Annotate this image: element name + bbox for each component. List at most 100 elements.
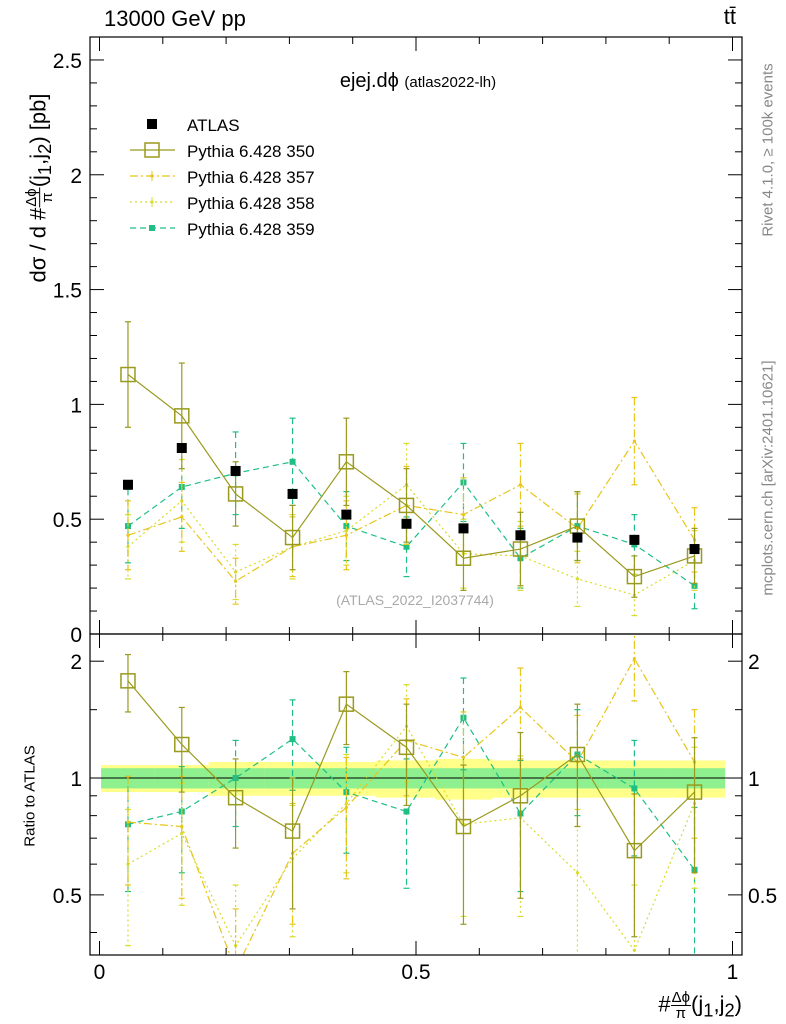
atlas-data-point [572, 532, 583, 543]
xlabel-frac-den: π [675, 1005, 687, 1022]
xtick-label: 0.5 [401, 961, 430, 984]
ratio-point-pythia-6-428-350 [284, 823, 301, 839]
main-ytick-label: 2.5 [53, 50, 82, 73]
main-point-pythia-6-428-358 [126, 545, 130, 549]
main-point-pythia-6-428-357 [233, 579, 238, 583]
ylabel-jet-open: (j [25, 175, 51, 188]
ratio-ytick-label: 2 [70, 651, 82, 674]
ratio-point-pythia-6-428-359 [289, 736, 296, 743]
xlabel-frac-num: Δϕ [670, 989, 692, 1006]
legend-marker [144, 142, 160, 158]
main-panel-content [120, 321, 703, 617]
ratio-point-pythia-6-428-358 [344, 801, 348, 806]
ratio-point-pythia-6-428-357 [180, 824, 184, 829]
ratio-panel-content [90, 634, 742, 972]
ylabel-frac-num: Δϕ [23, 187, 41, 208]
ratio-point-pythia-6-428-350 [512, 788, 529, 804]
main-point-pythia-6-428-357 [126, 533, 130, 537]
main-point-pythia-6-428-350 [398, 497, 415, 514]
main-point-pythia-6-428-357 [180, 515, 184, 519]
ratio-point-pythia-6-428-357 [126, 820, 130, 824]
mcplots-source-label: mcplots.cern.ch [arXiv:2401.10621] [759, 360, 777, 596]
atlas-data-point [515, 530, 526, 541]
main-ytick-label: 2 [70, 165, 82, 188]
process-label: tt̄ [723, 4, 736, 29]
main-point-pythia-6-428-357 [344, 533, 348, 537]
legend-label: Pythia 6.428 359 [187, 220, 315, 239]
main-line-pythia-6-428-359 [127, 461, 695, 587]
ratio-point-pythia-6-428-357 [632, 657, 636, 661]
main-point-pythia-6-428-359 [343, 523, 350, 530]
legend-label: Pythia 6.428 357 [187, 168, 315, 187]
ratio-ytick-label: 1 [70, 768, 82, 791]
atlas-data-point [287, 488, 298, 499]
plot-title-sub: (atlas2022-lh) [404, 74, 497, 91]
main-ytick-label: 0.5 [53, 509, 82, 532]
main-point-pythia-6-428-350 [626, 568, 643, 585]
main-line-pythia-6-428-357 [127, 439, 696, 582]
main-ytick-label: 1.5 [53, 280, 82, 303]
ratio-point-pythia-6-428-359 [631, 785, 638, 792]
ratio-point-pythia-6-428-350 [686, 784, 703, 800]
y-axis-label-main: dσ / d # Δϕ π (j1,j2) [pb] [23, 93, 57, 283]
x-axis-label: # Δϕ π (j1,j2) [658, 989, 742, 1022]
ratio-line-pythia-6-428-359 [127, 716, 696, 871]
ratio-point-pythia-6-428-359 [124, 821, 131, 828]
xlabel-close: ) [734, 991, 742, 1017]
ylabel-sub2: 2 [33, 143, 55, 154]
ratio-point-pythia-6-428-357 [461, 755, 466, 760]
energy-label: 13000 GeV pp [104, 6, 246, 31]
ratio-point-pythia-6-428-359 [403, 808, 410, 815]
ratio-ytick-label: 0.5 [53, 885, 82, 908]
ratio-point-pythia-6-428-350 [569, 746, 586, 763]
main-point-pythia-6-428-350 [174, 408, 190, 424]
y-axis-label-ratio: Ratio to ATLAS [21, 745, 39, 847]
legend-label: Pythia 6.428 358 [187, 194, 315, 213]
xlabel-fraction: Δϕ π [670, 989, 692, 1022]
main-point-pythia-6-428-350 [120, 366, 136, 383]
atlas-data-point [401, 518, 412, 529]
main-point-pythia-6-428-358 [575, 577, 580, 581]
xtick-label: 1 [727, 961, 739, 984]
main-point-pythia-6-428-357 [518, 483, 523, 487]
atlas-data-point [122, 479, 133, 490]
main-point-pythia-6-428-350 [284, 529, 301, 546]
ratio-point-pythia-6-428-358 [180, 831, 184, 836]
ratio-point-pythia-6-428-350 [338, 696, 355, 712]
main-point-pythia-6-428-350 [227, 486, 244, 502]
atlas-data-point [176, 443, 187, 454]
ratio-point-pythia-6-428-350 [227, 789, 244, 806]
ratio-point-pythia-6-428-358 [575, 871, 580, 875]
legend-marker [149, 225, 155, 231]
ratio-point-pythia-6-428-357 [518, 705, 523, 710]
main-line-pythia-6-428-358 [127, 483, 695, 596]
ratio-ytick-label-right: 1 [748, 768, 760, 791]
main-point-pythia-6-428-350 [455, 550, 472, 566]
atlas-data-point [341, 509, 352, 520]
main-point-pythia-6-428-358 [344, 529, 348, 533]
legend-marker-atlas [147, 119, 157, 129]
ratio-ytick-label-right: 2 [748, 651, 760, 674]
ratio-point-pythia-6-428-350 [626, 842, 643, 859]
ratio-point-pythia-6-428-350 [174, 736, 190, 753]
rivet-version-label: Rivet 4.1.0, ≥ 100k events [759, 63, 777, 237]
ratio-point-pythia-6-428-357 [234, 969, 237, 972]
atlas-data-point [458, 523, 469, 534]
main-point-pythia-6-428-359 [289, 458, 296, 465]
atlas-data-point [689, 544, 700, 555]
ylabel-sub1: 1 [33, 164, 55, 176]
legend-label: ATLAS [187, 116, 240, 135]
main-point-pythia-6-428-350 [338, 454, 355, 470]
analysis-watermark: (ATLAS_2022_I2037744) [336, 592, 494, 608]
ratio-ytick-label-right: 0.5 [748, 885, 777, 908]
ratio-point-pythia-6-428-357 [344, 805, 348, 810]
xlabel-prefix: # [658, 991, 671, 1017]
plot-title: ejej.dϕ (atlas2022-lh) [340, 70, 496, 93]
xtick-label: 0 [94, 961, 106, 984]
ratio-point-pythia-6-428-350 [398, 739, 415, 756]
ratio-point-pythia-6-428-350 [120, 673, 136, 689]
ratio-line-pythia-6-428-357 [127, 657, 696, 955]
ylabel-prefix: dσ / d # [25, 207, 51, 283]
main-point-pythia-6-428-350 [512, 541, 529, 557]
